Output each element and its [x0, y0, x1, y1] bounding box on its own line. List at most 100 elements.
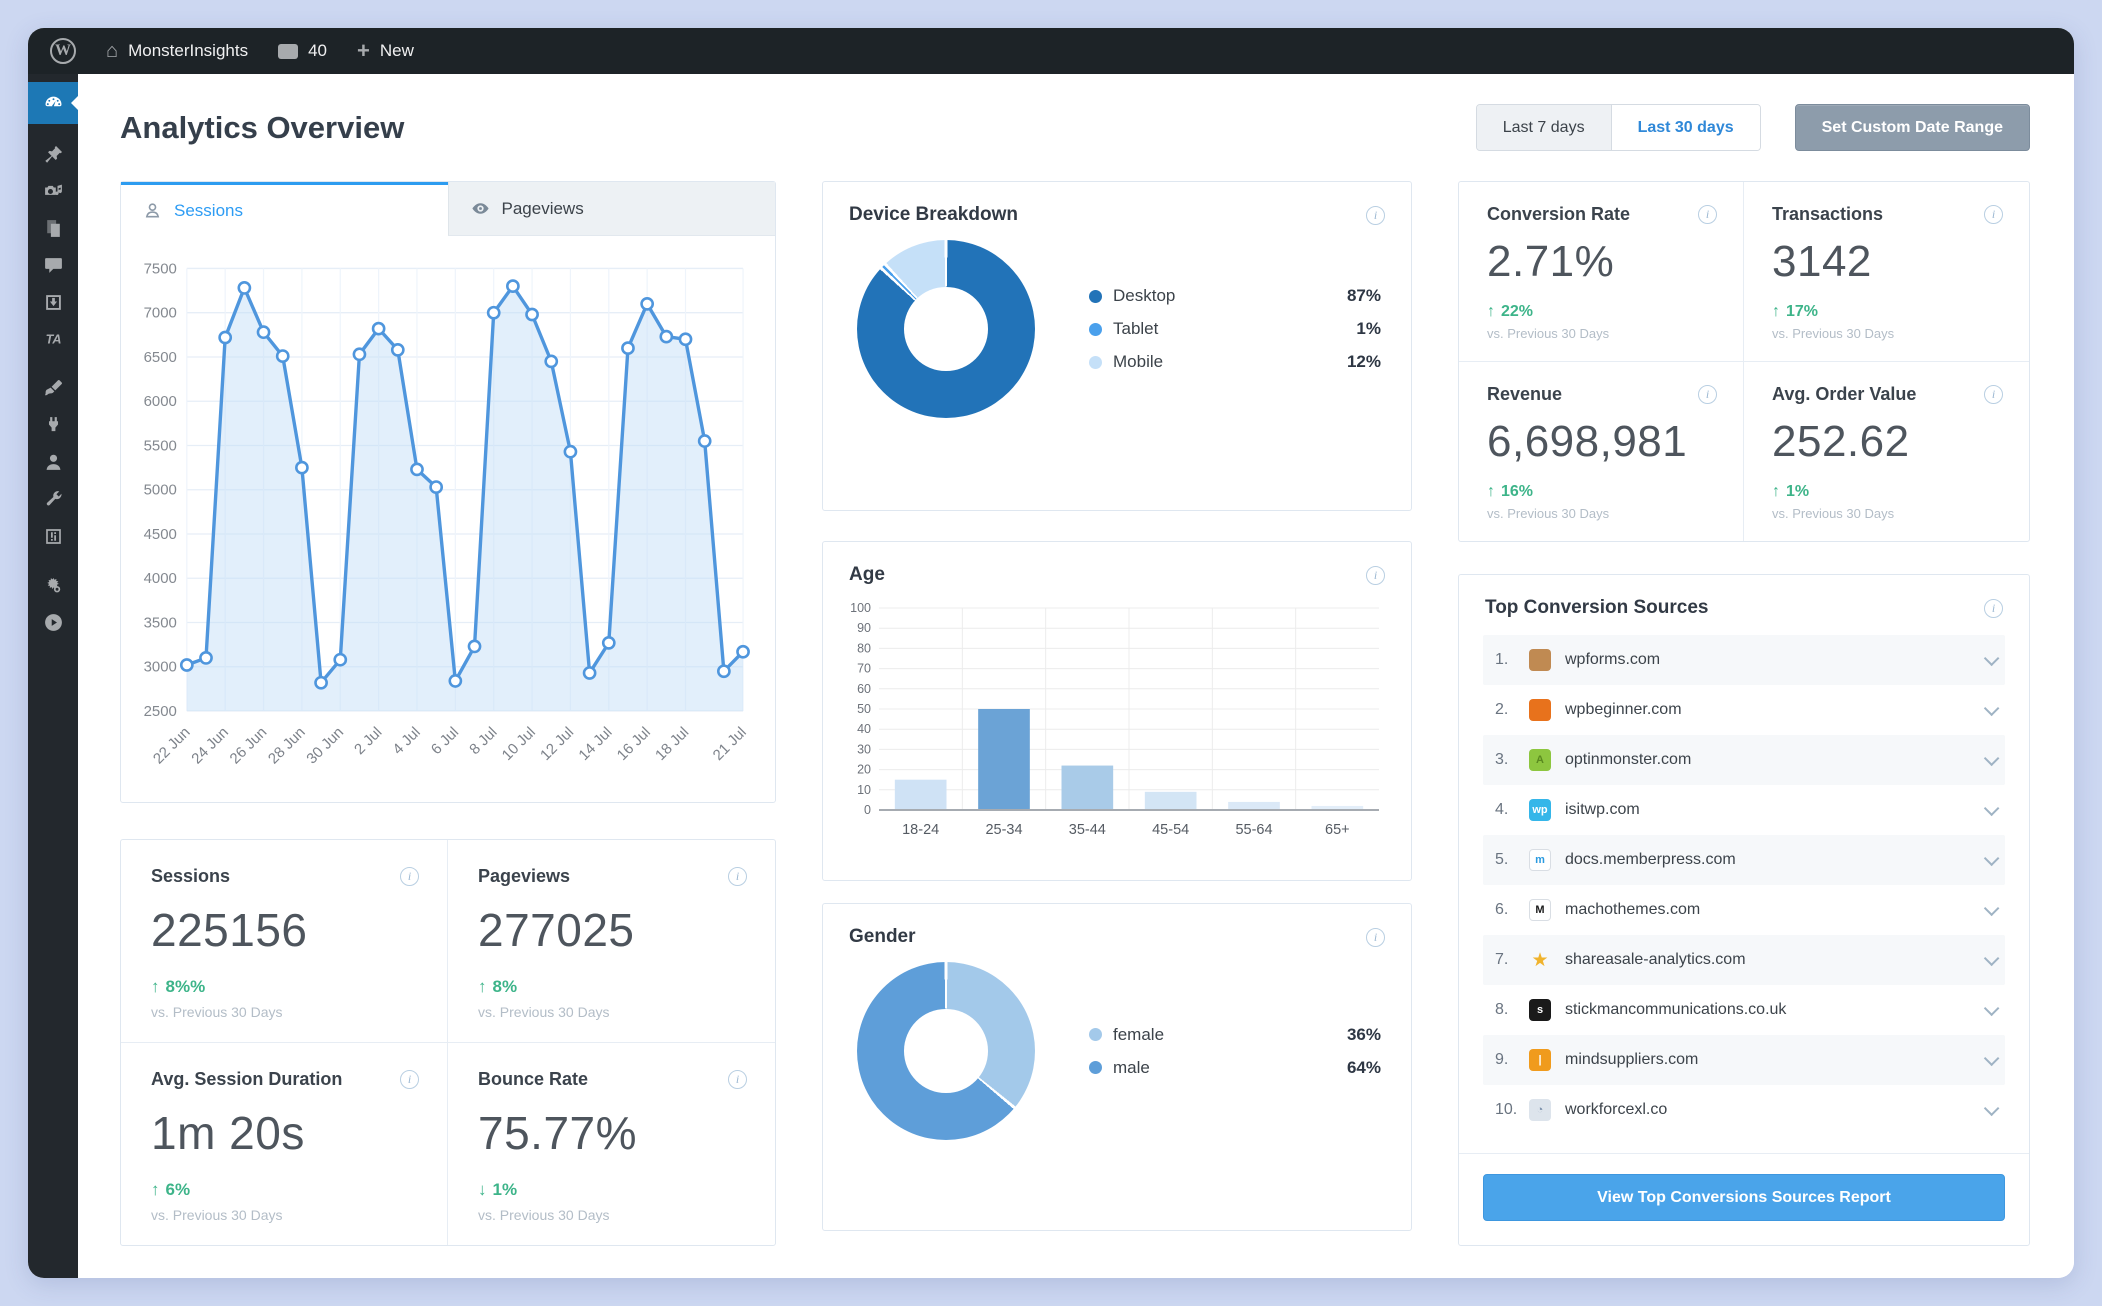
info-icon[interactable]: i — [728, 867, 747, 886]
wp-logo-menu[interactable]: W — [50, 38, 76, 64]
info-icon[interactable]: i — [1984, 205, 2003, 224]
info-icon[interactable]: i — [400, 1070, 419, 1089]
conversion-source-row-wpforms.com[interactable]: 1. wpforms.com — [1483, 635, 2005, 685]
chevron-down-icon[interactable] — [1983, 850, 2000, 866]
chevron-down-icon[interactable] — [1983, 900, 2000, 916]
legend-dot — [1089, 289, 1102, 303]
source-domain: workforcexl.co — [1565, 1101, 1668, 1118]
svg-text:7000: 7000 — [144, 305, 177, 322]
sidebar-item-hedgehog[interactable] — [28, 567, 78, 604]
sidebar-item-comments[interactable] — [28, 247, 78, 284]
conversion-source-row-wpbeginner.com[interactable]: 2. wpbeginner.com — [1483, 685, 2005, 735]
stat-caption: vs. Previous 30 Days — [478, 1004, 610, 1020]
svg-text:65+: 65+ — [1325, 822, 1350, 838]
comments-icon — [44, 258, 62, 273]
gender-panel: Gender i female 36% male 64% — [822, 903, 1412, 1231]
chevron-down-icon[interactable] — [1983, 1000, 2000, 1016]
set-custom-date-range-button[interactable]: Set Custom Date Range — [1794, 104, 2030, 151]
device-donut-chart — [857, 240, 1035, 418]
svg-text:28 Jun: 28 Jun — [265, 724, 309, 768]
svg-text:4 Jul: 4 Jul — [389, 724, 423, 758]
sidebar-item-settings-sliders[interactable] — [28, 518, 78, 555]
info-icon[interactable]: i — [1366, 565, 1385, 585]
svg-text:22 Jun: 22 Jun — [150, 724, 194, 768]
conversion-source-row-isitwp.com[interactable]: 4. wp isitwp.com — [1483, 785, 2005, 835]
machothemes.com-favicon-icon: M — [1529, 899, 1551, 921]
sidebar-item-pages[interactable] — [28, 210, 78, 247]
svg-text:10: 10 — [857, 783, 871, 797]
chevron-down-icon[interactable] — [1983, 700, 2000, 716]
conversion-source-row-shareasale-analytics.com[interactable]: 7. ★ shareasale-analytics.com — [1483, 935, 2005, 985]
chevron-down-icon[interactable] — [1983, 750, 2000, 766]
info-icon[interactable]: i — [1366, 927, 1385, 947]
info-icon[interactable]: i — [1698, 205, 1717, 224]
sidebar-item-appearance-brush[interactable] — [28, 370, 78, 407]
sidebar-item-tools-wrench[interactable] — [28, 481, 78, 518]
isitwp.com-favicon-icon: wp — [1529, 799, 1551, 821]
source-rank: 5. — [1495, 851, 1509, 868]
source-rank: 7. — [1495, 951, 1509, 968]
stat-caption: vs. Previous 30 Days — [1772, 506, 1895, 521]
install-download-icon — [45, 295, 61, 310]
source-rank: 3. — [1495, 751, 1509, 768]
sidebar-item-thirstyaffiliates-ta[interactable]: TA — [28, 321, 78, 358]
sidebar-item-posts-pin[interactable] — [28, 136, 78, 173]
svg-text:3000: 3000 — [144, 659, 177, 676]
chevron-down-icon[interactable] — [1983, 800, 2000, 816]
stat-change: 22% — [1501, 303, 1534, 320]
view-top-conversions-report-button[interactable]: View Top Conversions Sources Report — [1483, 1174, 2005, 1221]
conversion-source-row-workforcexl.co[interactable]: 10. ◔ workforcexl.co — [1483, 1085, 2005, 1135]
stat-title: Bounce Rate — [478, 1069, 589, 1089]
stat-value: 252.62 — [1772, 417, 1910, 466]
source-domain: docs.memberpress.com — [1565, 851, 1736, 868]
svg-text:60: 60 — [857, 682, 871, 696]
ecommerce-stats-grid: Conversion Rate i 2.71% 22% vs. Previous 30 … — [1458, 181, 2030, 542]
new-content-menu[interactable]: + New — [357, 40, 414, 62]
legend-dot — [1089, 355, 1102, 369]
legend-dot — [1089, 1061, 1102, 1074]
last-7-days-button[interactable]: Last 7 days — [1476, 105, 1611, 150]
svg-text:5500: 5500 — [144, 437, 177, 454]
sidebar-item-users-person[interactable] — [28, 444, 78, 481]
svg-text:6500: 6500 — [144, 349, 177, 366]
age-title: Age — [849, 564, 885, 585]
tab-sessions[interactable]: Sessions — [121, 182, 448, 236]
source-domain: wpbeginner.com — [1565, 701, 1682, 718]
svg-text:35-44: 35-44 — [1069, 822, 1106, 838]
site-menu[interactable]: ⌂ MonsterInsights — [106, 41, 248, 61]
conversion-source-row-mindsuppliers.com[interactable]: 9. | mindsuppliers.com — [1483, 1035, 2005, 1085]
comments-menu[interactable]: 40 — [278, 41, 327, 61]
tab-sessions-label: Sessions — [174, 200, 243, 220]
info-icon[interactable]: i — [1984, 598, 2003, 618]
tab-pageviews-label: Pageviews — [501, 198, 584, 218]
last-30-days-button[interactable]: Last 30 days — [1610, 105, 1760, 150]
sidebar-item-dashboard[interactable] — [28, 82, 78, 124]
chevron-down-icon[interactable] — [1983, 1050, 2000, 1066]
chevron-down-icon[interactable] — [1983, 1100, 2000, 1116]
source-domain: stickmancommunications.co.uk — [1565, 1001, 1787, 1018]
stat-card-avg-order-value: Avg. Order Value i 252.62 1% vs. Previous 30… — [1744, 362, 2029, 541]
info-icon[interactable]: i — [1698, 385, 1717, 404]
info-icon[interactable]: i — [728, 1070, 747, 1089]
sidebar-item-plugins-plug[interactable] — [28, 407, 78, 444]
stat-card-avg-session-duration: Avg. Session Duration i 1m 20s 6% vs. Previo… — [121, 1043, 448, 1245]
info-icon[interactable]: i — [1366, 205, 1385, 225]
legend-item-male: male 64% — [1089, 1058, 1381, 1078]
sidebar-item-install-download[interactable] — [28, 284, 78, 321]
conversion-source-row-docs.memberpress.com[interactable]: 5. m docs.memberpress.com — [1483, 835, 2005, 885]
svg-text:40: 40 — [857, 722, 871, 736]
chevron-down-icon[interactable] — [1983, 650, 2000, 666]
chevron-down-icon[interactable] — [1983, 950, 2000, 966]
conversion-source-row-stickmancommunications.co.uk[interactable]: 8. s stickmancommunications.co.uk — [1483, 985, 2005, 1035]
info-icon[interactable]: i — [1984, 385, 2003, 404]
info-icon[interactable]: i — [400, 867, 419, 886]
tab-pageviews[interactable]: Pageviews — [447, 182, 775, 236]
device-breakdown-title: Device Breakdown — [849, 204, 1018, 225]
sidebar-item-media[interactable] — [28, 173, 78, 210]
dashboard-icon — [45, 96, 61, 107]
source-rank: 1. — [1495, 651, 1509, 668]
video-play-icon — [44, 614, 62, 631]
sidebar-item-video-play[interactable] — [28, 604, 78, 641]
